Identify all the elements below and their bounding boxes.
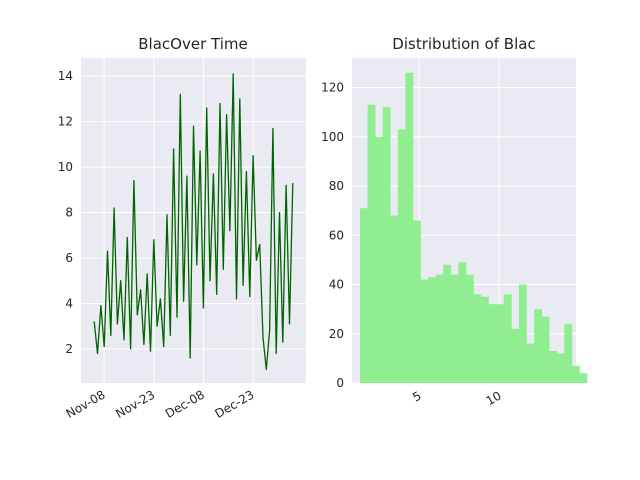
line-x-tick-label: Dec-08	[163, 387, 207, 421]
histogram-y-tick-label: 40	[329, 278, 344, 292]
histogram-bar	[397, 129, 406, 383]
line-x-tick-label: Dec-23	[212, 387, 256, 421]
histogram-y-tick-label: 80	[329, 179, 344, 193]
histogram-y-tick-labels: 0 20 40 60 80 100 120	[321, 81, 344, 390]
histogram-bar	[579, 373, 588, 383]
line-y-tick-label: 2	[65, 342, 73, 356]
line-x-tick-labels: Nov-08 Nov-23 Dec-08 Dec-23	[64, 387, 257, 421]
histogram-bar	[473, 294, 482, 383]
histogram-bar	[412, 220, 421, 383]
histogram-x-tick-label: 10	[483, 388, 503, 408]
histogram-bar	[534, 309, 542, 383]
histogram-bar	[526, 343, 535, 383]
histogram-bar	[511, 328, 520, 383]
histogram-bar	[465, 274, 474, 383]
histogram-bar	[481, 296, 489, 383]
line-y-tick-label: 10	[58, 160, 73, 174]
histogram-bar	[420, 279, 429, 383]
histogram-bars	[360, 72, 588, 384]
line-y-tick-label: 12	[58, 115, 73, 129]
histogram-bar	[435, 274, 444, 383]
histogram-bar	[541, 316, 550, 383]
line-gridlines	[81, 58, 306, 383]
histogram-y-tick-label: 20	[329, 327, 344, 341]
histogram-bar	[518, 284, 527, 383]
line-chart-panel: 2 4 6 8 10 12 14 Nov-08 Nov-23 Dec-08 Dec-23 Blac…	[58, 35, 306, 421]
histogram-bar	[405, 72, 414, 384]
histogram-bar	[367, 104, 376, 383]
histogram-title: Distribution of Blac	[392, 35, 535, 53]
histogram-bar	[450, 274, 459, 383]
histogram-panel: 0 20 40 60 80 100 120 5 10 Distribution of Blac	[321, 35, 588, 408]
line-x-tick-label: Nov-08	[64, 387, 108, 420]
histogram-bar	[549, 350, 558, 383]
histogram-bar	[564, 323, 573, 383]
histogram-bar	[443, 264, 452, 383]
line-series	[93, 73, 294, 371]
line-y-tick-label: 8	[65, 206, 73, 220]
histogram-y-tick-label: 120	[321, 81, 344, 95]
histogram-y-tick-label: 60	[329, 228, 344, 242]
histogram-y-tick-label: 100	[321, 130, 344, 144]
histogram-bar	[382, 107, 391, 384]
line-y-tick-label: 6	[65, 251, 73, 265]
histogram-bar	[503, 294, 512, 383]
histogram-bar	[488, 304, 497, 383]
histogram-bar	[390, 215, 399, 383]
histogram-bar	[458, 262, 467, 383]
histogram-bar	[375, 136, 384, 383]
line-y-tick-label: 14	[58, 69, 73, 83]
histogram-x-tick-label: 5	[410, 388, 424, 404]
line-y-tick-labels: 2 4 6 8 10 12 14	[58, 69, 73, 356]
line-y-tick-label: 4	[65, 296, 73, 310]
line-chart-title: BlacOver Time	[138, 35, 247, 53]
histogram-bar	[556, 353, 565, 383]
histogram-bar	[496, 304, 505, 383]
histogram-bar	[571, 365, 580, 383]
line-plot-area	[81, 58, 306, 383]
histogram-bar	[360, 208, 368, 383]
histogram-x-tick-labels: 5 10	[410, 388, 504, 408]
line-x-tick-label: Nov-23	[113, 387, 157, 420]
histogram-y-tick-label: 0	[336, 376, 344, 390]
histogram-bar	[428, 277, 436, 383]
